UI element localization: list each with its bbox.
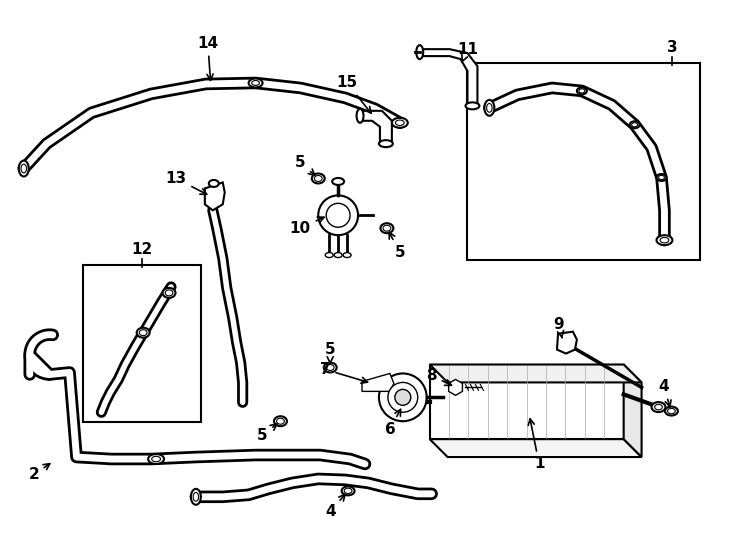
Polygon shape [362,374,394,391]
Text: 4: 4 [658,379,671,407]
Ellipse shape [334,253,342,258]
Polygon shape [429,364,642,382]
Ellipse shape [208,180,219,187]
Text: 14: 14 [197,36,219,80]
Ellipse shape [465,103,479,109]
Ellipse shape [341,487,355,495]
Ellipse shape [312,173,324,184]
Ellipse shape [392,118,408,128]
Text: 13: 13 [165,171,207,194]
Polygon shape [360,111,392,144]
Ellipse shape [137,328,150,338]
Polygon shape [205,183,225,210]
Text: 9: 9 [553,317,564,338]
Circle shape [319,195,358,235]
Circle shape [388,382,418,412]
Ellipse shape [577,87,587,94]
Ellipse shape [148,454,164,464]
Ellipse shape [274,416,287,426]
Ellipse shape [191,489,201,505]
Polygon shape [624,364,642,457]
Ellipse shape [19,160,29,177]
Ellipse shape [380,223,393,233]
Ellipse shape [484,100,494,116]
Text: 5: 5 [295,155,315,176]
Text: 5: 5 [389,232,405,260]
Text: 1: 1 [528,419,545,471]
Polygon shape [448,380,462,395]
Text: 10: 10 [290,217,324,236]
Ellipse shape [162,288,175,298]
Circle shape [379,374,426,421]
Text: 11: 11 [457,42,478,62]
Ellipse shape [656,235,672,245]
Ellipse shape [324,362,337,373]
Polygon shape [557,332,577,354]
Polygon shape [429,439,642,457]
Text: 5: 5 [257,424,277,443]
Text: 8: 8 [426,368,451,386]
Ellipse shape [652,402,666,412]
Text: 4: 4 [325,495,345,519]
Ellipse shape [343,253,351,258]
Circle shape [326,204,350,227]
Polygon shape [429,364,624,439]
Bar [84,265,201,422]
Ellipse shape [333,178,344,185]
Bar [468,63,700,260]
Text: 3: 3 [667,40,677,55]
Circle shape [395,389,411,406]
Text: 12: 12 [131,242,153,257]
Ellipse shape [416,45,424,59]
Ellipse shape [403,395,413,409]
Ellipse shape [630,122,639,128]
Text: 15: 15 [337,76,371,113]
Ellipse shape [325,253,333,258]
Ellipse shape [656,174,666,181]
Ellipse shape [249,78,263,87]
Text: 2: 2 [29,464,50,482]
Ellipse shape [357,109,363,123]
Text: 7: 7 [320,362,368,383]
Ellipse shape [379,140,393,147]
Text: 5: 5 [325,342,335,363]
Polygon shape [420,49,477,106]
Text: 6: 6 [385,409,401,437]
Ellipse shape [665,407,678,416]
